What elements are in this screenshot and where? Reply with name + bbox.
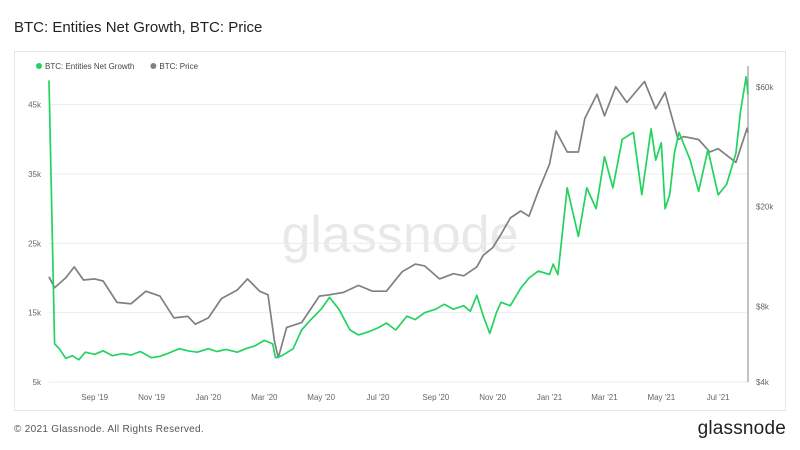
series-line-entities-net-growth bbox=[48, 76, 749, 361]
y-left-tick-label: 15k bbox=[28, 309, 42, 318]
legend-marker-price bbox=[150, 63, 157, 69]
y-left-tick-label: 5k bbox=[33, 378, 42, 387]
x-tick-label: Mar '20 bbox=[251, 393, 278, 402]
copyright-text: © 2021 Glassnode. All Rights Reserved. bbox=[14, 424, 204, 435]
x-tick-label: Sep '20 bbox=[422, 393, 449, 402]
x-tick-label: Nov '19 bbox=[138, 393, 165, 402]
y-left-tick-label: 45k bbox=[28, 101, 42, 110]
x-tick-label: Nov '20 bbox=[479, 393, 506, 402]
y-right-tick-label: $60k bbox=[756, 83, 774, 92]
y-left-tick-label: 35k bbox=[28, 170, 42, 179]
line-chart: glassnode 5k 15k 25k 35k 45k $4k $8k $20k $60k Sep… bbox=[28, 62, 774, 402]
x-tick-label: Jul '20 bbox=[367, 393, 390, 402]
series-line-btc-price bbox=[48, 80, 749, 359]
x-tick-label: Jan '21 bbox=[537, 393, 563, 402]
x-tick-label: May '20 bbox=[307, 393, 335, 402]
y-right-tick-label: $8k bbox=[756, 302, 770, 311]
page-title: BTC: Entities Net Growth, BTC: Price bbox=[14, 19, 263, 36]
chart-container: glassnode 5k 15k 25k 35k 45k $4k $8k $20k $60k Sep… bbox=[14, 51, 786, 411]
x-tick-label: Jul '21 bbox=[707, 393, 730, 402]
y-right-tick-label: $4k bbox=[756, 378, 770, 387]
x-tick-label: Jan '20 bbox=[196, 393, 222, 402]
brand-logo: glassnode bbox=[697, 418, 786, 439]
legend-label: BTC: Entities Net Growth bbox=[45, 62, 134, 71]
x-tick-label: May '21 bbox=[647, 393, 675, 402]
x-tick-label: Mar '21 bbox=[591, 393, 618, 402]
legend-marker-growth bbox=[36, 63, 42, 69]
legend-label: BTC: Price bbox=[159, 62, 198, 71]
y-left-tick-label: 25k bbox=[28, 239, 42, 248]
y-right-tick-label: $20k bbox=[756, 203, 774, 212]
x-tick-label: Sep '19 bbox=[81, 393, 108, 402]
watermark-text: glassnode bbox=[281, 206, 518, 264]
